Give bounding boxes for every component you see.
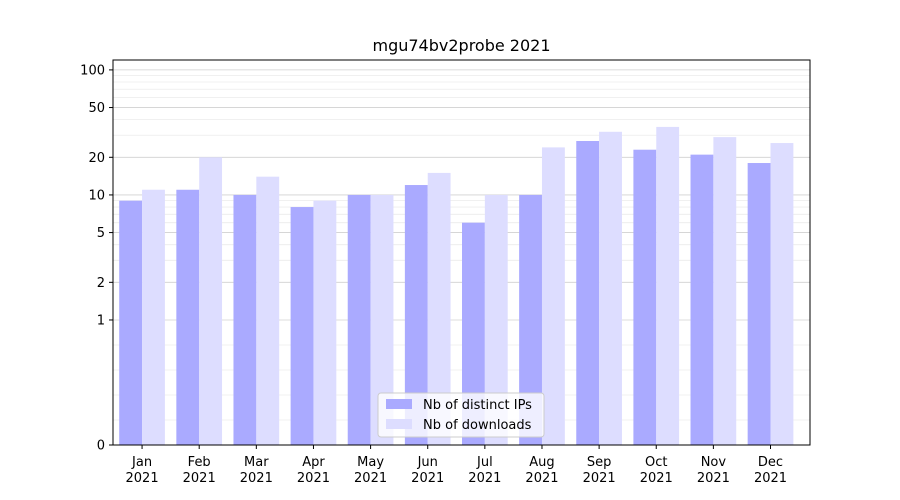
x-tick-label: Jun 2021 (411, 455, 444, 486)
y-tick-label: 5 (97, 226, 105, 241)
plot-frame (112, 59, 811, 446)
x-tick-label: May 2021 (354, 455, 387, 486)
legend-swatch-downloads (386, 419, 412, 429)
bar-distinct-ips (404, 185, 428, 445)
bar-distinct-ips (576, 140, 600, 445)
bar-distinct-ips (633, 149, 657, 446)
y-tick-label: 50 (88, 101, 105, 116)
bar-distinct-ips (233, 194, 257, 445)
x-tick-label: Apr 2021 (297, 455, 330, 486)
bar-distinct-ips (347, 194, 371, 445)
bar-distinct-ips (119, 200, 143, 445)
x-tick-label: Oct 2021 (640, 455, 673, 486)
x-tick-label: Dec 2021 (754, 455, 787, 486)
bar-downloads (199, 157, 223, 445)
x-tick-label: Nov 2021 (697, 455, 730, 486)
legend-swatch-distinct-ips (386, 399, 412, 409)
bar-downloads (770, 143, 794, 445)
legend-label-distinct-ips: Nb of distinct IPs (423, 398, 532, 413)
legend-box (377, 392, 545, 438)
chart-title: mgu74bv2probe 2021 (372, 36, 550, 55)
bar-downloads (313, 200, 337, 445)
bar-downloads (656, 126, 680, 446)
bar-downloads (427, 172, 451, 445)
bar-distinct-ips (176, 189, 200, 445)
y-tick-label: 20 (88, 151, 105, 166)
bar-downloads (713, 137, 737, 445)
bars (119, 126, 794, 446)
grid-lines (113, 69, 810, 421)
bar-distinct-ips (690, 154, 714, 446)
legend-label-downloads: Nb of downloads (423, 418, 532, 433)
bar-downloads (370, 194, 394, 445)
bar-downloads (142, 189, 165, 445)
bar-distinct-ips (747, 163, 771, 445)
y-tick-label: 1 (97, 313, 105, 328)
bar-distinct-ips (462, 222, 485, 445)
x-tick-label: Mar 2021 (240, 455, 273, 486)
x-tick-label: Sep 2021 (583, 455, 616, 486)
legend: Nb of distinct IPs Nb of downloads (377, 392, 545, 438)
bar-downloads (484, 194, 508, 445)
x-tick-label: Feb 2021 (183, 455, 216, 486)
bar-downloads (541, 147, 565, 446)
y-tick-label: 100 (80, 63, 105, 78)
bar-downloads (256, 176, 280, 445)
bar-downloads (599, 131, 622, 445)
x-tick-label: Jan 2021 (126, 455, 159, 486)
x-tick-label: Aug 2021 (525, 455, 558, 486)
y-tick-label: 0 (97, 439, 105, 454)
y-tick-label: 2 (97, 276, 105, 291)
bar-distinct-ips (519, 194, 542, 445)
y-tick-label: 10 (88, 188, 105, 203)
axes (112, 59, 811, 446)
tick-labels: 0 1 2 5 10 20 50 100 Jan 2021 Feb 2021 Mar 2021 Apr 202… (80, 63, 787, 486)
x-tick-label: Jul 2021 (468, 455, 501, 486)
bar-distinct-ips (290, 207, 314, 445)
